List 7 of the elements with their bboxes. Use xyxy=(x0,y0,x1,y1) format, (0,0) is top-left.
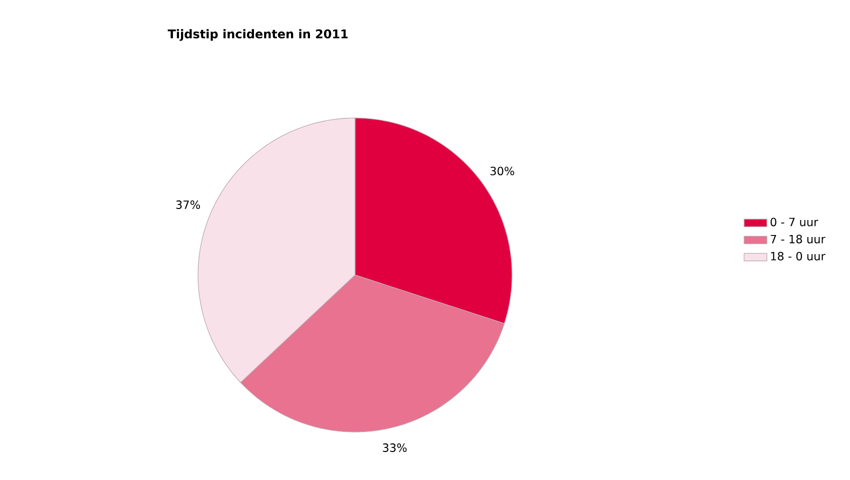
data-label: 30% xyxy=(490,166,514,176)
data-label: 33% xyxy=(382,443,407,452)
data-label: 37% xyxy=(176,200,200,209)
chart-title: Tijdstip incidenten in 2011 xyxy=(168,29,348,41)
legend-label: 0 - 7 uur xyxy=(770,218,818,226)
legend-label: 18 - 0 uur xyxy=(771,252,826,260)
legend-label: 7 - 18 uur xyxy=(770,234,826,244)
